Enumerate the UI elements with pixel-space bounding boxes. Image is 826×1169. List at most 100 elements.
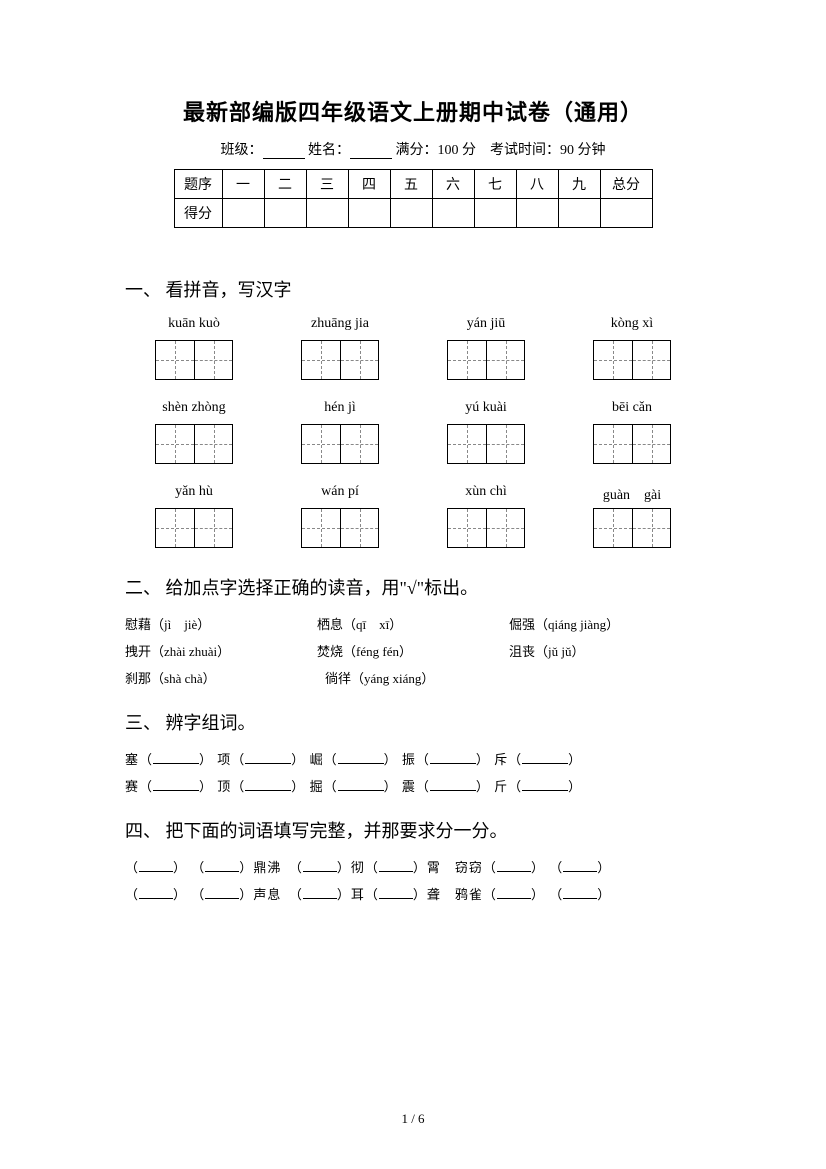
score-header: 三 — [306, 170, 348, 199]
char-box[interactable] — [156, 425, 194, 463]
score-cell[interactable] — [432, 199, 474, 228]
fill-blank[interactable] — [430, 779, 476, 791]
char-box[interactable] — [340, 341, 378, 379]
fill-blank[interactable] — [497, 860, 531, 872]
fill-blank[interactable] — [205, 860, 239, 872]
paren-close: ） — [476, 779, 494, 794]
char-box[interactable] — [594, 509, 632, 547]
char-box[interactable] — [156, 509, 194, 547]
char-box[interactable] — [194, 341, 232, 379]
char-box[interactable] — [632, 341, 670, 379]
score-cell[interactable] — [348, 199, 390, 228]
char-box[interactable] — [486, 425, 524, 463]
section-4-head: 四、 把下面的词语填写完整，并那要求分一分。 — [125, 817, 701, 843]
fill-blank[interactable] — [430, 752, 476, 764]
char-box-pair[interactable] — [301, 340, 379, 380]
fill-blank[interactable] — [497, 887, 531, 899]
char-box-pair[interactable] — [447, 508, 525, 548]
q4-row: （） （）鼎沸 （）彻（）霄 窃窃（） （） — [125, 857, 701, 876]
char-box-pair[interactable] — [447, 424, 525, 464]
score-cell[interactable] — [264, 199, 306, 228]
class-label: 班级： — [221, 143, 263, 158]
meta-line: 班级： 姓名： 满分：100 分 考试时间：90 分钟 — [125, 139, 701, 159]
char-box[interactable] — [632, 509, 670, 547]
fill-blank[interactable] — [522, 752, 568, 764]
score-cell[interactable] — [474, 199, 516, 228]
char-box[interactable] — [302, 509, 340, 547]
fill-blank[interactable] — [338, 752, 384, 764]
paren-close: ） — [531, 860, 545, 875]
q3-char: 顶（ — [217, 779, 245, 794]
q2-item: 焚烧（féng fén） — [317, 641, 509, 660]
char-box-pair[interactable] — [155, 508, 233, 548]
class-blank[interactable] — [263, 145, 305, 159]
q2-pinyin: （féng fén） — [343, 644, 412, 659]
score-cell[interactable] — [390, 199, 432, 228]
q2-item: 慰藉（jì jiè） — [125, 614, 317, 633]
fill-blank[interactable] — [153, 779, 199, 791]
paren-close: ） — [199, 752, 217, 767]
char-box[interactable] — [302, 341, 340, 379]
name-blank[interactable] — [350, 145, 392, 159]
char-box[interactable] — [594, 425, 632, 463]
fill-blank[interactable] — [153, 752, 199, 764]
score-cell[interactable] — [600, 199, 652, 228]
score-cell[interactable] — [222, 199, 264, 228]
char-box-pair[interactable] — [155, 340, 233, 380]
pinyin-item: shèn zhòng — [129, 400, 259, 468]
char-box-pair[interactable] — [593, 508, 671, 548]
fill-blank[interactable] — [245, 752, 291, 764]
fill-blank[interactable] — [522, 779, 568, 791]
char-box[interactable] — [594, 341, 632, 379]
char-box[interactable] — [486, 341, 524, 379]
char-box-pair[interactable] — [447, 340, 525, 380]
fill-blank[interactable] — [379, 860, 413, 872]
char-box-pair[interactable] — [593, 340, 671, 380]
q4-text: 声息 — [253, 887, 295, 902]
fill-blank[interactable] — [245, 779, 291, 791]
char-box[interactable] — [448, 425, 486, 463]
char-box-pair[interactable] — [155, 424, 233, 464]
q3-char: 赛（ — [125, 779, 153, 794]
fill-blank[interactable] — [379, 887, 413, 899]
q3-char: 振（ — [402, 752, 430, 767]
fill-blank[interactable] — [139, 887, 173, 899]
char-box-pair[interactable] — [593, 424, 671, 464]
paren-open: （ — [191, 860, 205, 875]
score-cell[interactable] — [558, 199, 600, 228]
pinyin-item: kòng xì — [567, 316, 697, 384]
table-row: 得分 — [174, 199, 652, 228]
paren-close: ） — [337, 860, 351, 875]
char-box[interactable] — [302, 425, 340, 463]
char-box[interactable] — [194, 509, 232, 547]
char-box[interactable] — [340, 509, 378, 547]
fill-blank[interactable] — [338, 779, 384, 791]
pinyin-item: wán pí — [275, 484, 405, 552]
score-header: 四 — [348, 170, 390, 199]
full-label: 满分： — [396, 143, 438, 158]
char-box[interactable] — [448, 341, 486, 379]
pinyin-label: hén jì — [275, 400, 405, 418]
fill-blank[interactable] — [303, 887, 337, 899]
char-box[interactable] — [156, 341, 194, 379]
char-box[interactable] — [632, 425, 670, 463]
fill-blank[interactable] — [303, 860, 337, 872]
fill-blank[interactable] — [139, 860, 173, 872]
fill-blank[interactable] — [205, 887, 239, 899]
char-box-pair[interactable] — [301, 424, 379, 464]
fill-blank[interactable] — [563, 887, 597, 899]
pinyin-label: guàn gài — [567, 484, 697, 502]
char-box[interactable] — [486, 509, 524, 547]
char-box[interactable] — [194, 425, 232, 463]
score-cell[interactable] — [306, 199, 348, 228]
q2-item: 徜徉（yáng xiáng） — [325, 668, 525, 687]
char-box[interactable] — [448, 509, 486, 547]
fill-blank[interactable] — [563, 860, 597, 872]
pinyin-item: kuān kuò — [129, 316, 259, 384]
q2-item: 刹那（shà chà） — [125, 668, 325, 687]
score-cell[interactable] — [516, 199, 558, 228]
q2-han: 栖息 — [317, 617, 343, 632]
char-box-pair[interactable] — [301, 508, 379, 548]
q4-text: 彻 — [351, 860, 365, 875]
char-box[interactable] — [340, 425, 378, 463]
